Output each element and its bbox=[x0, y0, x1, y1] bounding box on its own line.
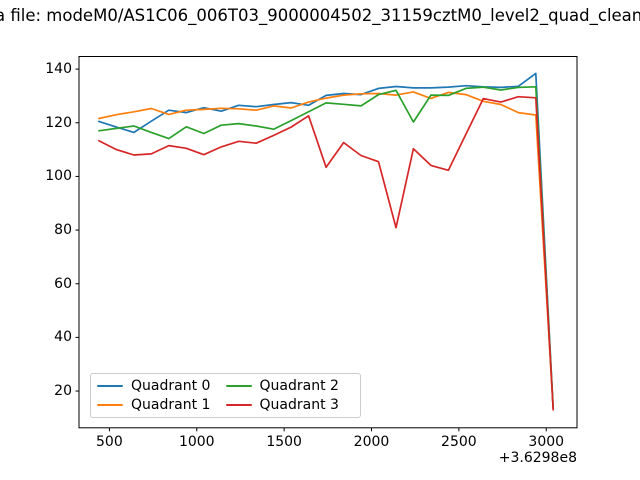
series-line-quadrant-1 bbox=[98, 91, 555, 410]
x-tick-label: 2500 bbox=[441, 434, 477, 450]
legend-line-sample-quadrant-3 bbox=[225, 403, 252, 406]
axes-frame bbox=[78, 56, 578, 429]
y-tick-label: 140 bbox=[45, 61, 72, 78]
legend-entry-quadrant-1: Quadrant 1 bbox=[97, 397, 226, 413]
x-axis-offset-label: +3.6298e8 bbox=[498, 450, 577, 466]
legend-entry-quadrant-3: Quadrant 3 bbox=[225, 396, 355, 413]
x-tick-label: 3000 bbox=[528, 434, 565, 450]
legend-label-quadrant-2: Quadrant 2 bbox=[259, 378, 339, 395]
x-tick-label: 2000 bbox=[353, 434, 390, 450]
legend-label-quadrant-1: Quadrant 1 bbox=[131, 396, 211, 413]
y-tick-label: 80 bbox=[54, 222, 72, 239]
chart-title: a file: modeM0/AS1C06_006T03_9000004502_… bbox=[0, 6, 640, 25]
x-tick-label: 500 bbox=[96, 434, 123, 450]
legend-line-sample-quadrant-2 bbox=[225, 385, 252, 388]
y-tick-label: 120 bbox=[45, 114, 72, 131]
y-tick-label: 60 bbox=[54, 275, 72, 292]
x-tick-label: 1000 bbox=[178, 434, 215, 450]
legend-entry-quadrant-0: Quadrant 0 bbox=[97, 378, 226, 394]
legend-entry-quadrant-2: Quadrant 2 bbox=[225, 378, 355, 395]
legend: Quadrant 0 Quadrant 1 Quadrant 2 Quadran… bbox=[90, 373, 361, 418]
legend-line-sample-quadrant-0 bbox=[97, 385, 123, 388]
series-line-quadrant-2 bbox=[98, 85, 555, 410]
legend-line-sample-quadrant-1 bbox=[97, 403, 123, 406]
x-tick-label: 1500 bbox=[266, 434, 302, 450]
y-tick-label: 100 bbox=[45, 168, 72, 185]
y-tick-label: 20 bbox=[54, 383, 72, 400]
legend-label-quadrant-0: Quadrant 0 bbox=[131, 378, 211, 395]
series-line-quadrant-0 bbox=[98, 72, 555, 410]
legend-label-quadrant-3: Quadrant 3 bbox=[259, 396, 339, 413]
series-line-quadrant-3 bbox=[98, 95, 555, 411]
y-tick-label: 40 bbox=[54, 329, 72, 346]
